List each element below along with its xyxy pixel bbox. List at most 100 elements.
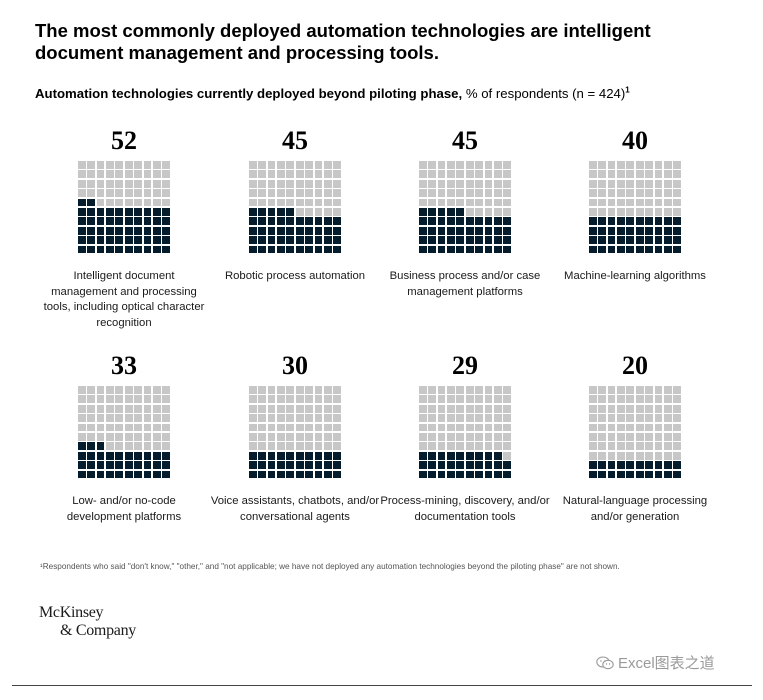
waffle-panel: 52 Intelligent document management and pr… xyxy=(39,127,209,337)
waffle-cell-empty xyxy=(305,189,313,197)
waffle-cell-empty xyxy=(124,189,133,197)
waffle-cell-filled xyxy=(598,245,606,254)
waffle-cell-empty xyxy=(314,198,323,207)
waffle-cell-empty xyxy=(465,395,474,404)
waffle-cell-empty xyxy=(437,423,446,432)
waffle-cell-filled xyxy=(323,226,332,235)
waffle-cell-empty xyxy=(437,386,446,394)
waffle-cell-empty xyxy=(616,179,625,188)
waffle-cell-filled xyxy=(295,470,304,479)
waffle-cell-filled xyxy=(276,226,285,235)
waffle-cell-empty xyxy=(333,423,342,432)
waffle-cell-filled xyxy=(134,226,142,235)
waffle-cell-filled xyxy=(598,470,606,479)
waffle-cell-empty xyxy=(645,179,653,188)
waffle-grid xyxy=(588,161,682,254)
waffle-cell-filled xyxy=(105,208,114,216)
waffle-cell-empty xyxy=(333,414,342,422)
waffle-cell-empty xyxy=(143,161,152,169)
waffle-cell-filled xyxy=(314,451,323,460)
waffle-cell-empty xyxy=(115,161,124,169)
waffle-cell-empty xyxy=(437,198,446,207)
waffle-cell-filled xyxy=(493,461,502,469)
waffle-cell-filled xyxy=(616,470,625,479)
waffle-cell-empty xyxy=(645,161,653,169)
waffle-cell-empty xyxy=(428,386,436,394)
waffle-grid xyxy=(418,161,512,254)
waffle-cell-filled xyxy=(673,461,682,469)
waffle-cell-empty xyxy=(654,161,663,169)
waffle-cell-filled xyxy=(437,217,446,226)
waffle-cell-filled xyxy=(654,226,663,235)
waffle-cell-empty xyxy=(152,161,161,169)
waffle-cell-empty xyxy=(96,198,105,207)
waffle-cell-empty xyxy=(663,161,672,169)
waffle-cell-filled xyxy=(305,236,313,244)
waffle-cell-filled xyxy=(446,217,455,226)
bottom-rule xyxy=(12,685,752,686)
waffle-cell-empty xyxy=(654,208,663,216)
waffle-cell-empty xyxy=(152,395,161,404)
waffle-cell-empty xyxy=(248,198,257,207)
waffle-cell-empty xyxy=(96,170,105,179)
waffle-cell-empty xyxy=(248,442,257,451)
waffle-cell-filled xyxy=(418,226,427,235)
waffle-cell-filled xyxy=(475,217,483,226)
waffle-cell-empty xyxy=(456,423,465,432)
waffle-cell-empty xyxy=(248,404,257,413)
waffle-cell-empty xyxy=(456,189,465,197)
waffle-cell-filled xyxy=(645,226,653,235)
waffle-cell-empty xyxy=(105,423,114,432)
waffle-cell-filled xyxy=(503,461,512,469)
waffle-cell-empty xyxy=(87,179,95,188)
waffle-cell-empty xyxy=(323,208,332,216)
waffle-cell-empty xyxy=(465,442,474,451)
waffle-cell-empty xyxy=(607,161,616,169)
waffle-cell-filled xyxy=(276,470,285,479)
waffle-cell-empty xyxy=(267,386,276,394)
waffle-cell-filled xyxy=(456,245,465,254)
waffle-cell-empty xyxy=(152,198,161,207)
waffle-cell-filled xyxy=(267,245,276,254)
waffle-cell-filled xyxy=(162,451,171,460)
waffle-cell-empty xyxy=(607,198,616,207)
waffle-cell-empty xyxy=(295,386,304,394)
waffle-cell-empty xyxy=(635,208,644,216)
waffle-grid xyxy=(248,161,342,254)
waffle-cell-filled xyxy=(87,198,95,207)
waffle-cell-empty xyxy=(162,161,171,169)
watermark: Excel图表之道 xyxy=(596,654,715,674)
waffle-cell-empty xyxy=(77,161,86,169)
waffle-cell-empty xyxy=(484,208,493,216)
waffle-cell-empty xyxy=(323,414,332,422)
waffle-cell-filled xyxy=(276,245,285,254)
waffle-cell-empty xyxy=(446,442,455,451)
waffle-cell-empty xyxy=(134,198,142,207)
waffle-cell-empty xyxy=(152,423,161,432)
waffle-cell-empty xyxy=(267,442,276,451)
waffle-cell-filled xyxy=(305,470,313,479)
waffle-cell-empty xyxy=(635,386,644,394)
waffle-cell-filled xyxy=(333,451,342,460)
waffle-cell-empty xyxy=(124,395,133,404)
waffle-cell-filled xyxy=(616,217,625,226)
waffle-cell-empty xyxy=(305,161,313,169)
category-label: Business process and/or case management … xyxy=(389,270,541,298)
waffle-cell-empty xyxy=(673,189,682,197)
waffle-cell-filled xyxy=(276,451,285,460)
waffle-cell-filled xyxy=(333,461,342,469)
waffle-cell-filled xyxy=(475,461,483,469)
waffle-cell-filled xyxy=(503,217,512,226)
waffle-cell-empty xyxy=(333,179,342,188)
waffle-cell-filled xyxy=(248,208,257,216)
waffle-cell-filled xyxy=(248,470,257,479)
data-value-label: 20 xyxy=(622,351,648,380)
waffle-cell-filled xyxy=(152,461,161,469)
waffle-cell-filled xyxy=(258,461,266,469)
waffle-cell-empty xyxy=(588,451,597,460)
waffle-cell-empty xyxy=(134,170,142,179)
waffle-cell-filled xyxy=(162,470,171,479)
waffle-cell-empty xyxy=(418,414,427,422)
waffle-cell-empty xyxy=(248,179,257,188)
waffle-cell-empty xyxy=(323,395,332,404)
